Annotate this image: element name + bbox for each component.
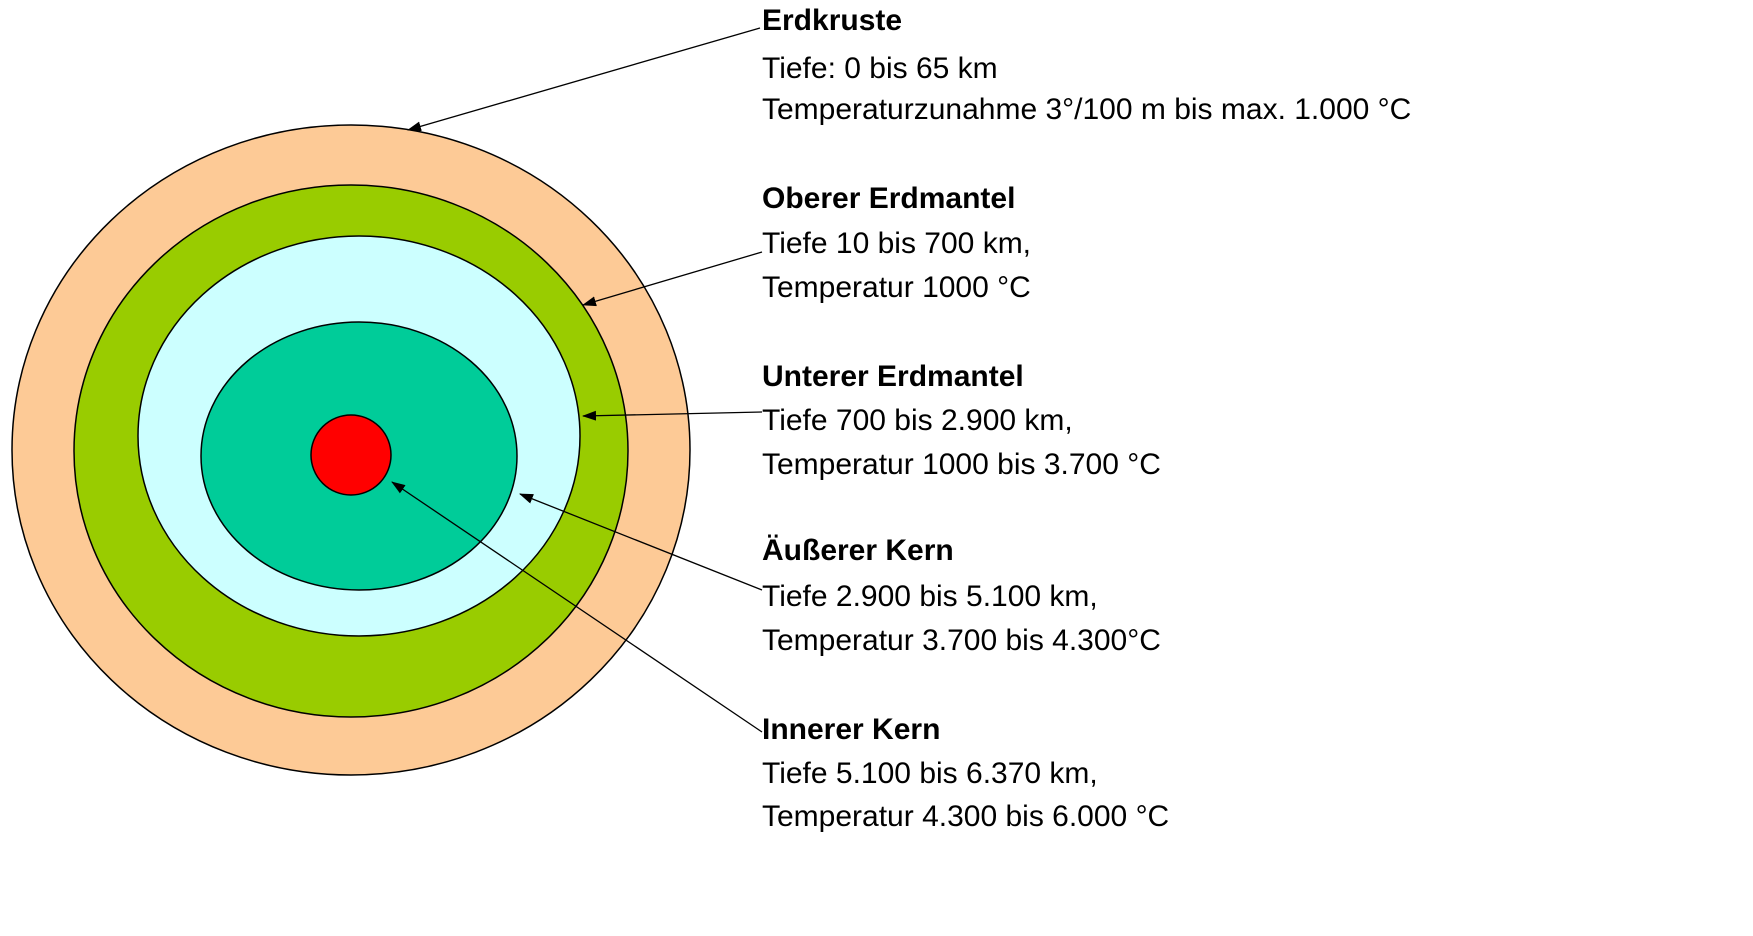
arrow	[408, 28, 760, 130]
layer-name: Unterer Erdmantel	[762, 360, 1024, 393]
layer-detail: Temperatur 1000 °C	[762, 271, 1031, 304]
layer-detail: Tiefe 700 bis 2.900 km,	[762, 404, 1073, 437]
layer-detail: Temperatur 1000 bis 3.700 °C	[762, 448, 1161, 481]
layers	[12, 125, 690, 775]
layer-detail: Temperatur 4.300 bis 6.000 °C	[762, 800, 1169, 833]
layer-name: Erdkruste	[762, 4, 902, 37]
earth-diagram: Erdkruste Tiefe: 0 bis 65 km Temperaturzun…	[0, 0, 1753, 936]
layer-detail: Temperatur 3.700 bis 4.300°C	[762, 624, 1161, 657]
layer-detail: Tiefe 5.100 bis 6.370 km,	[762, 757, 1098, 790]
layer-detail: Temperaturzunahme 3°/100 m bis max. 1.00…	[762, 93, 1411, 126]
labels: Erdkruste Tiefe: 0 bis 65 km Temperaturzun…	[762, 4, 1411, 833]
layer-detail: Tiefe 2.900 bis 5.100 km,	[762, 580, 1098, 613]
layer-name: Innerer Kern	[762, 713, 940, 746]
layer-name: Äußerer Kern	[762, 534, 954, 567]
layer-name: Oberer Erdmantel	[762, 182, 1015, 215]
inner-core	[311, 415, 391, 495]
layer-detail: Tiefe 10 bis 700 km,	[762, 227, 1031, 260]
layer-detail: Tiefe: 0 bis 65 km	[762, 52, 998, 85]
